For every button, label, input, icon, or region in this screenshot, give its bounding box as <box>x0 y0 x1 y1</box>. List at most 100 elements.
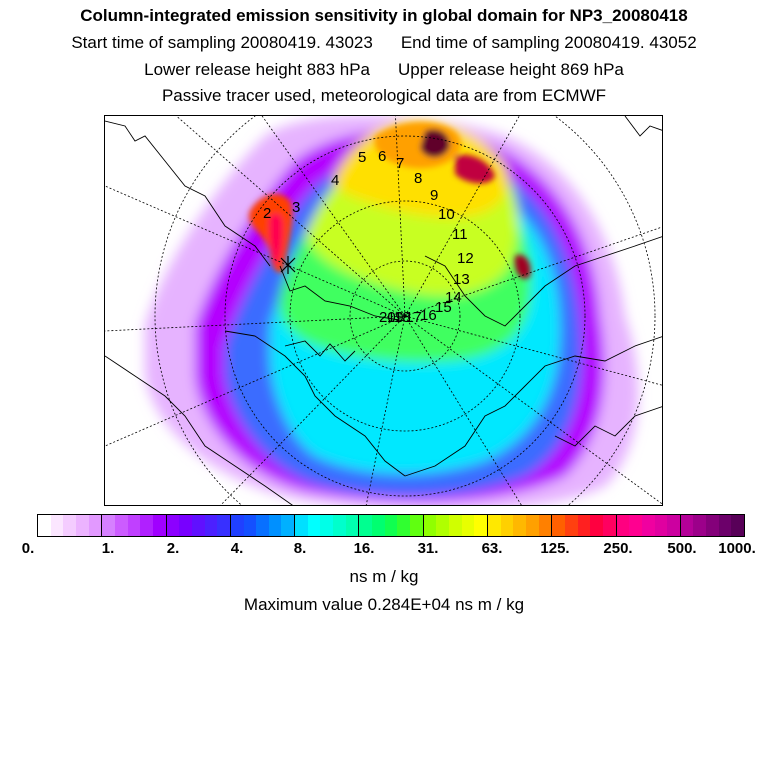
colorbar-tick-label: 16. <box>353 540 375 557</box>
track-label-19: 19 <box>387 309 404 326</box>
colorbar-cell <box>423 515 437 536</box>
siberia-hotspot-1 <box>420 129 450 158</box>
colorbar-cell <box>102 515 115 536</box>
colorbar-cell <box>50 515 64 536</box>
colorbar-cell <box>230 515 244 536</box>
colorbar-cell <box>295 515 308 536</box>
maximum-value-label: Maximum value 0.284E+04 ns m / kg <box>243 595 525 614</box>
colorbar-cell <box>616 515 630 536</box>
colorbar-cell <box>268 515 282 536</box>
colorbar-tick-label: 31. <box>417 540 439 557</box>
map-svg: 2 3 4 5 6 7 8 9 10 11 12 13 14 15 16 17 … <box>105 116 662 505</box>
colorbar-cell <box>680 515 694 536</box>
colorbar-tick-label: 250. <box>603 540 633 557</box>
colorbar-cell <box>525 515 539 536</box>
colorbar-cell <box>140 515 153 536</box>
colorbar-tick-label: 63. <box>481 540 503 557</box>
colorbar-ticks: 0. 1. 2. 4. 8. 16. 31. 63. 125. 250. 500. 1000. <box>0 540 768 560</box>
colorbar-cell <box>449 515 462 536</box>
colorbar-tick-label: 1000. <box>718 540 756 557</box>
colorbar-cell <box>114 515 128 536</box>
graticule <box>105 116 662 505</box>
source-core <box>268 213 283 266</box>
colorbar-cell <box>63 515 76 536</box>
track-label-6: 6 <box>378 148 386 165</box>
track-label-14: 14 <box>445 289 462 306</box>
track-label-8: 8 <box>414 170 422 187</box>
colorbar-cell <box>564 515 578 536</box>
colorbar-tick-label: 500. <box>667 540 697 557</box>
colorbar-tick-label: 4. <box>230 540 244 557</box>
colorbar-tick-label: 1. <box>101 540 115 557</box>
track-label-3: 3 <box>292 199 300 216</box>
track-label-7: 7 <box>396 155 404 172</box>
colorbar-cell <box>384 515 398 536</box>
colorbar-cell <box>217 515 231 536</box>
colorbar-cell <box>436 515 449 536</box>
plot-title: Column-integrated emission sensitivity i… <box>80 6 688 25</box>
colorbar-tick-label: 125. <box>540 540 570 557</box>
colorbar-cell <box>75 515 89 536</box>
colorbar <box>37 514 745 537</box>
colorbar-cell <box>487 515 501 536</box>
colorbar-cell <box>256 515 269 536</box>
colorbar-cell <box>552 515 565 536</box>
coastlines <box>105 116 662 505</box>
track-label-20: 20 <box>379 309 396 326</box>
track-label-16: 16 <box>420 307 437 324</box>
colorbar-cell <box>641 515 655 536</box>
track-label-12: 12 <box>457 250 474 267</box>
colorbar-cell <box>320 515 334 536</box>
colorbar-cell <box>654 515 668 536</box>
trajectory-labels: 2 3 4 5 6 7 8 9 10 11 12 13 14 15 16 17 … <box>263 148 474 326</box>
track-label-5: 5 <box>358 149 366 166</box>
colorbar-cell <box>577 515 591 536</box>
colorbar-unit: ns m / kg <box>349 567 419 586</box>
colorbar-cell <box>127 515 141 536</box>
colorbar-cell <box>281 515 296 536</box>
colorbar-cell <box>718 515 732 536</box>
colorbar-cell <box>243 515 257 536</box>
colorbar-cell <box>38 515 51 536</box>
colorbar-cell <box>397 515 411 536</box>
colorbar-cell <box>731 515 745 536</box>
colorbar-cell <box>538 515 553 536</box>
colorbar-cell <box>204 515 218 536</box>
colorbar-cell <box>693 515 707 536</box>
release-height-line: Lower release height 883 hPa Upper releas… <box>0 60 768 80</box>
track-label-17: 17 <box>405 309 422 326</box>
colorbar-cell <box>590 515 603 536</box>
colorbar-cell <box>307 515 321 536</box>
colorbar-tick-label: 0. <box>21 540 35 557</box>
lower-release-label: Lower release height 883 hPa <box>144 60 370 79</box>
colorbar-cell <box>410 515 424 536</box>
colorbar-cell <box>667 515 681 536</box>
upper-release-label: Upper release height 869 hPa <box>398 60 624 79</box>
colorbar-tick-label: 2. <box>166 540 180 557</box>
track-label-15: 15 <box>435 299 452 316</box>
colorbar-cell <box>179 515 192 536</box>
siberia-hotspot-3 <box>514 254 531 279</box>
track-label-18: 18 <box>394 309 411 326</box>
colorbar-cell <box>461 515 475 536</box>
colorbar-cell <box>500 515 514 536</box>
tracer-note: Passive tracer used, meteorological data… <box>161 86 607 105</box>
track-label-13: 13 <box>453 271 470 288</box>
track-label-9: 9 <box>430 187 438 204</box>
colorbar-cell <box>166 515 180 536</box>
colorbar-cell <box>359 515 373 536</box>
colorbar-cell <box>474 515 488 536</box>
start-time-label: Start time of sampling 20080419. 43023 <box>71 33 373 52</box>
release-marker <box>280 256 296 274</box>
sensitivity-map: 2 3 4 5 6 7 8 9 10 11 12 13 14 15 16 17 … <box>104 115 663 506</box>
colorbar-cell <box>191 515 205 536</box>
track-label-2: 2 <box>263 205 271 222</box>
sampling-time-line: Start time of sampling 20080419. 43023 En… <box>0 33 768 53</box>
colorbar-tick-label: 8. <box>293 540 307 557</box>
colorbar-cell <box>629 515 642 536</box>
colorbar-cell <box>513 515 526 536</box>
track-label-4: 4 <box>331 172 339 189</box>
colorbar-cell <box>345 515 360 536</box>
end-time-label: End time of sampling 20080419. 43052 <box>400 33 697 52</box>
colorbar-cell <box>88 515 103 536</box>
